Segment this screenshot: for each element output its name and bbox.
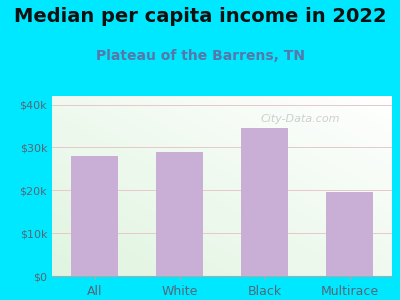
Bar <box>241 128 288 276</box>
Bar <box>71 156 118 276</box>
Text: City-Data.com: City-Data.com <box>260 114 340 124</box>
Bar <box>156 152 203 276</box>
Text: Median per capita income in 2022: Median per capita income in 2022 <box>14 8 386 26</box>
Bar <box>326 192 373 276</box>
Text: Plateau of the Barrens, TN: Plateau of the Barrens, TN <box>96 50 304 64</box>
